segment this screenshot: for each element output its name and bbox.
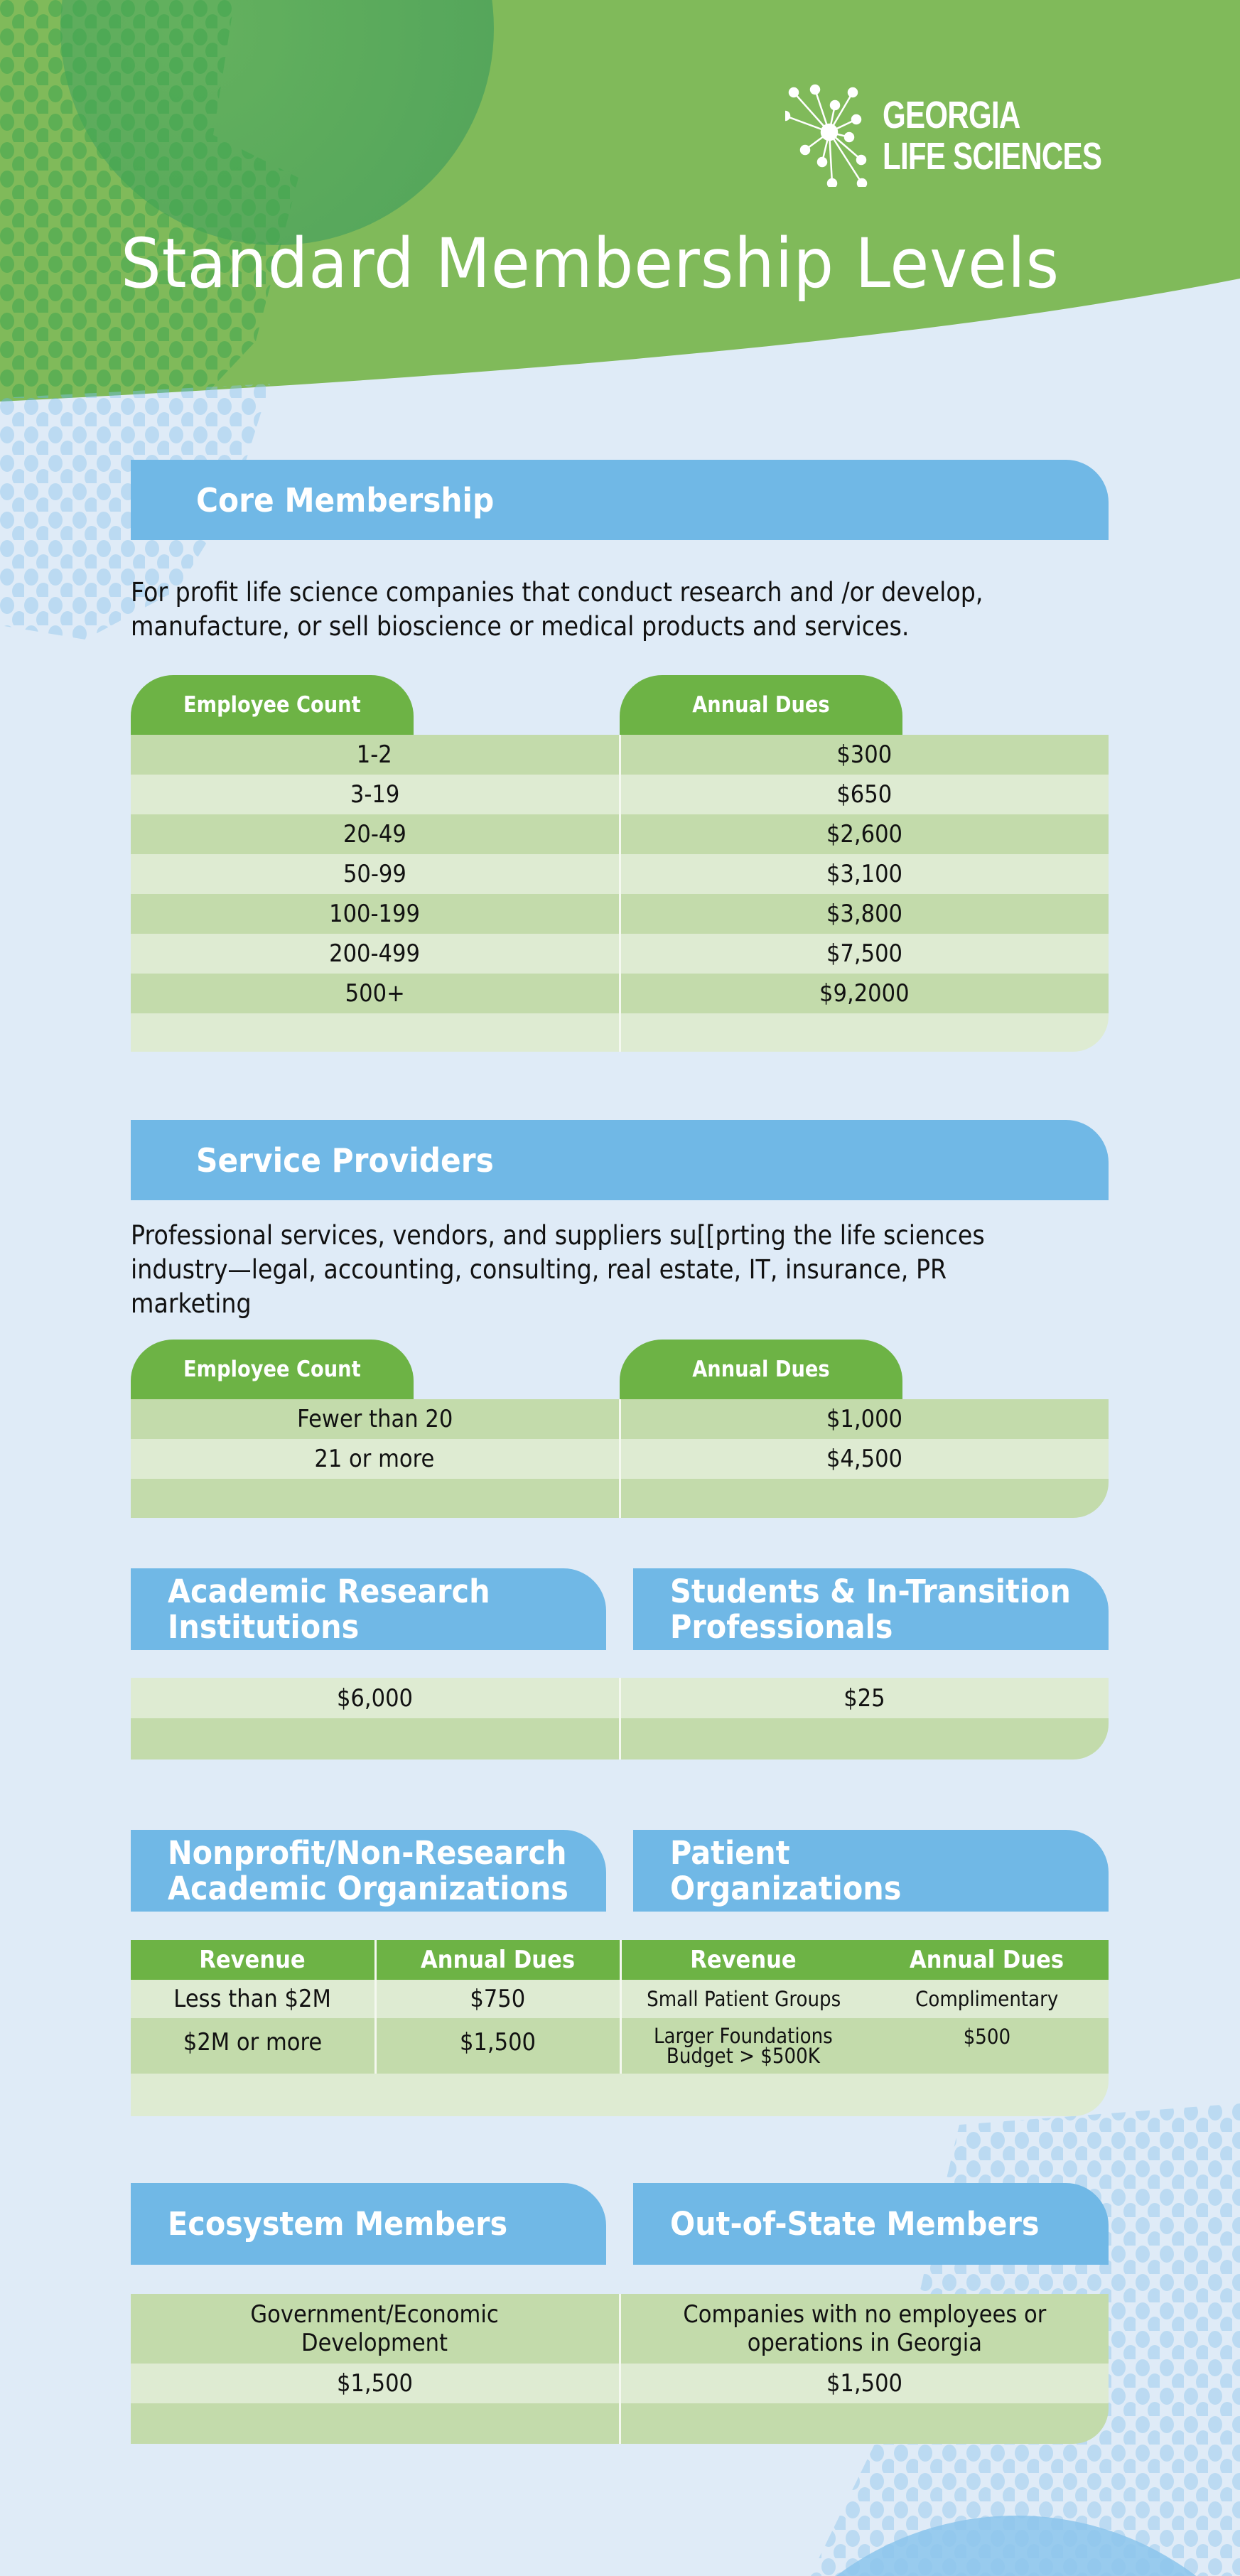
annual-dues-cell: $650	[618, 775, 1109, 814]
logo-line-1: GEORGIA	[883, 93, 1020, 136]
nonprofit-col-revenue: Revenue	[199, 1946, 306, 1974]
service-providers-description: Professional services, vendors, and supp…	[131, 1220, 985, 1319]
employee-count-cell: 200-499	[329, 939, 421, 968]
ecosystem-header: Ecosystem Members	[131, 2183, 606, 2265]
header-wave	[0, 0, 1240, 402]
employee-count-cell: 1-2	[357, 740, 393, 769]
annual-dues-cell: $500	[963, 2025, 1010, 2049]
service-providers-title: Service Providers	[196, 1141, 494, 1180]
ecosystem-dues-cell: $1,500	[336, 2369, 413, 2398]
annual-dues-cell: $1,500	[374, 2018, 620, 2074]
core-membership-table: 1-2 $300 3-19 $650 20-49 $2,600 50-99 $3…	[131, 735, 1109, 1052]
nonprofit-patient-table: Revenue Annual Dues Revenue Annual Dues …	[131, 1940, 1109, 2116]
revenue-cell: Less than $2M	[173, 1985, 332, 2013]
table-row: $6,000 $25	[131, 1678, 1109, 1718]
employee-count-cell: 50-99	[343, 860, 406, 888]
patient-col-annual-dues: Annual Dues	[910, 1946, 1064, 1974]
table-row-empty	[131, 2074, 1109, 2116]
table-row: Less than $2M $750 Small Patient Groups …	[131, 1980, 1109, 2018]
patient-organizations-title: Patient Organizations	[670, 1833, 902, 1907]
table-row: Government/Economic Development Companie…	[131, 2294, 1109, 2364]
logo-wordmark: GEORGIA LIFE SCIENCES	[883, 93, 1102, 178]
service-providers-table: Fewer than 20 $1,000 21 or more $4,500	[131, 1399, 1109, 1518]
annual-dues-cell: $2,600	[618, 814, 1109, 854]
table-row-empty	[131, 1013, 1109, 1052]
academic-dues-cell: $6,000	[336, 1683, 413, 1713]
table-row: 1-2 $300	[131, 735, 1109, 775]
revenue-cell: Larger Foundations Budget > $500K	[620, 2018, 866, 2074]
annual-dues-cell: Complimentary	[915, 1987, 1059, 2011]
academic-research-title: Academic Research Institutions	[168, 1572, 490, 1646]
table-row: 21 or more $4,500	[131, 1439, 1109, 1479]
table-row: 50-99 $3,100	[131, 854, 1109, 894]
annual-dues-cell: $9,2000	[618, 974, 1109, 1013]
core-col-annual-dues: Annual Dues	[620, 675, 902, 735]
employee-count-cell: 20-49	[343, 820, 406, 848]
service-col-annual-dues: Annual Dues	[620, 1340, 902, 1399]
table-row-empty	[131, 1718, 1109, 1759]
core-membership-description: For profit life science companies that c…	[131, 577, 983, 642]
academic-research-header: Academic Research Institutions	[131, 1568, 606, 1650]
nonprofit-col-annual-dues: Annual Dues	[374, 1940, 620, 1980]
table-row: 500+ $9,2000	[131, 974, 1109, 1013]
table-row: 100-199 $3,800	[131, 894, 1109, 934]
table-row-empty	[131, 1479, 1109, 1518]
starburst-network-icon	[785, 84, 868, 187]
annual-dues-cell: $4,500	[618, 1439, 1109, 1479]
annual-dues-cell: $300	[618, 735, 1109, 775]
page-title: Standard Membership Levels	[121, 224, 1060, 303]
employee-count-cell: Fewer than 20	[296, 1405, 453, 1433]
out-of-state-description-cell: Companies with no employees or operation…	[618, 2294, 1109, 2364]
table-row: Fewer than 20 $1,000	[131, 1399, 1109, 1439]
out-of-state-header: Out-of-State Members	[633, 2183, 1109, 2265]
patient-organizations-header: Patient Organizations	[633, 1830, 1109, 1912]
table-row: $2M or more $1,500 Larger Foundations Bu…	[131, 2018, 1109, 2074]
revenue-cell: $2M or more	[183, 2028, 322, 2057]
ecosystem-description-cell: Government/Economic Development	[250, 2300, 499, 2357]
table-row-empty	[131, 2403, 1109, 2444]
employee-count-cell: 500+	[345, 979, 405, 1008]
ecosystem-title: Ecosystem Members	[168, 2204, 508, 2243]
annual-dues-cell: $1,000	[618, 1399, 1109, 1439]
annual-dues-cell: $3,800	[618, 894, 1109, 934]
service-col-employee-count: Employee Count	[131, 1340, 414, 1399]
table-row: 200-499 $7,500	[131, 934, 1109, 974]
employee-count-cell: 21 or more	[314, 1445, 435, 1473]
patient-col-revenue: Revenue	[620, 1940, 866, 1980]
students-header: Students & In-Transition Professionals	[633, 1568, 1109, 1650]
students-dues-cell: $25	[618, 1678, 1109, 1718]
brand-logo: GEORGIA LIFE SCIENCES	[785, 84, 1102, 187]
annual-dues-cell: $3,100	[618, 854, 1109, 894]
table-row: $1,500 $1,500	[131, 2364, 1109, 2403]
employee-count-cell: 3-19	[350, 780, 399, 809]
core-col-employee-count: Employee Count	[131, 675, 414, 735]
annual-dues-cell: $7,500	[618, 934, 1109, 974]
students-title: Students & In-Transition Professionals	[670, 1572, 1071, 1646]
core-membership-title: Core Membership	[196, 480, 495, 519]
table-row: 20-49 $2,600	[131, 814, 1109, 854]
logo-line-2: LIFE SCIENCES	[883, 134, 1102, 178]
nonprofit-header: Nonprofit/Non-Research Academic Organiza…	[131, 1830, 606, 1912]
nonprofit-title: Nonprofit/Non-Research Academic Organiza…	[168, 1833, 568, 1907]
ecosystem-outofstate-table: Government/Economic Development Companie…	[131, 2294, 1109, 2444]
revenue-cell: Small Patient Groups	[620, 1980, 866, 2018]
out-of-state-dues-cell: $1,500	[618, 2364, 1109, 2403]
annual-dues-cell: $750	[374, 1980, 620, 2018]
table-header-row: Revenue Annual Dues Revenue Annual Dues	[131, 1940, 1109, 1980]
core-membership-header: Core Membership	[131, 460, 1109, 540]
table-row: 3-19 $650	[131, 775, 1109, 814]
out-of-state-title: Out-of-State Members	[670, 2204, 1040, 2243]
employee-count-cell: 100-199	[329, 900, 421, 928]
academic-students-table: $6,000 $25	[131, 1678, 1109, 1759]
service-providers-header: Service Providers	[131, 1120, 1109, 1200]
